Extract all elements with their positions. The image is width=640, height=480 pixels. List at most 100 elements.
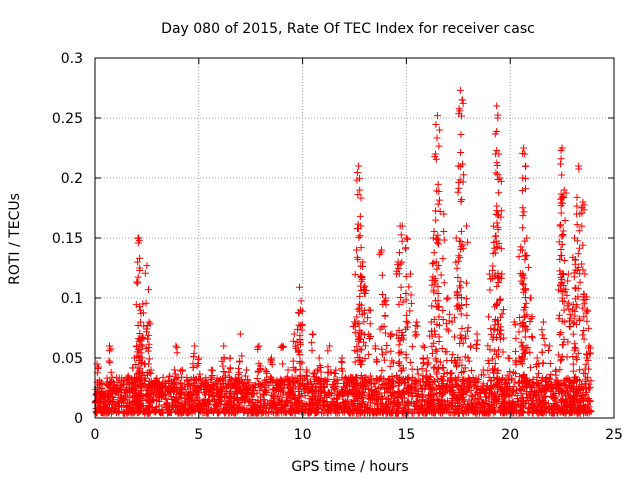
data-point [499, 306, 507, 314]
data-point [341, 397, 349, 405]
data-point [189, 406, 197, 414]
data-point [430, 249, 438, 257]
data-point [123, 399, 131, 407]
data-point [515, 328, 523, 336]
data-point [360, 331, 368, 339]
data-point [106, 358, 114, 366]
data-point [355, 407, 363, 415]
data-point [434, 112, 442, 120]
data-point [523, 252, 531, 260]
data-point [520, 404, 528, 412]
data-point [358, 346, 366, 354]
data-point [144, 335, 152, 343]
data-point [365, 392, 373, 400]
data-point [448, 369, 456, 377]
data-point [465, 357, 473, 365]
data-point [368, 388, 376, 396]
data-point [587, 377, 595, 385]
data-point [125, 388, 133, 396]
data-point [454, 188, 462, 196]
data-point [145, 318, 153, 326]
data-point [225, 368, 233, 376]
data-point [400, 403, 408, 411]
data-point [436, 126, 444, 134]
data-point [533, 373, 541, 381]
data-point [492, 169, 500, 177]
data-point [397, 283, 405, 291]
data-point [397, 231, 405, 239]
data-point [380, 389, 388, 397]
data-point [293, 325, 301, 333]
data-point [498, 310, 506, 318]
data-point [404, 235, 412, 243]
data-point [381, 312, 389, 320]
data-point [518, 187, 526, 195]
data-point [274, 392, 282, 400]
data-point [576, 366, 584, 374]
data-point [250, 383, 258, 391]
data-point [382, 402, 390, 410]
data-point [316, 400, 324, 408]
data-point [419, 342, 427, 350]
data-point [462, 408, 470, 416]
data-point [567, 394, 575, 402]
data-point [556, 222, 564, 230]
data-point [560, 306, 568, 314]
data-point [282, 393, 290, 401]
data-point [457, 227, 465, 235]
data-point [365, 350, 373, 358]
data-point [305, 386, 313, 394]
data-point [468, 367, 476, 375]
data-point [309, 330, 317, 338]
data-point [355, 300, 363, 308]
y-tick-label: 0.25 [52, 111, 83, 127]
data-point [569, 360, 577, 368]
data-point [512, 334, 520, 342]
data-point [327, 408, 335, 416]
data-point [406, 307, 414, 315]
data-point [135, 398, 143, 406]
x-tick-label: 25 [605, 427, 623, 443]
data-point [573, 193, 581, 201]
data-point [573, 391, 581, 399]
data-point [440, 364, 448, 372]
data-point [130, 393, 138, 401]
data-point [464, 324, 472, 332]
data-point [129, 408, 137, 416]
data-point [417, 381, 425, 389]
data-point [452, 405, 460, 413]
data-point [473, 340, 481, 348]
data-point [535, 408, 543, 416]
data-point [423, 354, 431, 362]
data-point [219, 362, 227, 370]
data-point [324, 369, 332, 377]
data-point [402, 354, 410, 362]
data-point [561, 256, 569, 264]
data-point [153, 397, 161, 405]
data-point [137, 403, 145, 411]
data-point [413, 397, 421, 405]
data-point [556, 255, 564, 263]
data-point [564, 270, 572, 278]
data-point [440, 370, 448, 378]
data-point [557, 160, 565, 168]
data-point [352, 393, 360, 401]
chart-title: Day 080 of 2015, Rate Of TEC Index for r… [161, 21, 535, 37]
data-point [308, 395, 316, 403]
data-point [218, 375, 226, 383]
data-point [374, 396, 382, 404]
data-point [414, 370, 422, 378]
data-point [201, 398, 209, 406]
data-point [524, 263, 532, 271]
data-point [196, 370, 204, 378]
data-point [559, 227, 567, 235]
data-point [573, 404, 581, 412]
data-point [407, 299, 415, 307]
data-point [457, 278, 465, 286]
data-point [308, 346, 316, 354]
data-point [521, 185, 529, 193]
data-point [133, 279, 141, 287]
data-point [443, 295, 451, 303]
data-point [585, 403, 593, 411]
data-point [433, 265, 441, 273]
